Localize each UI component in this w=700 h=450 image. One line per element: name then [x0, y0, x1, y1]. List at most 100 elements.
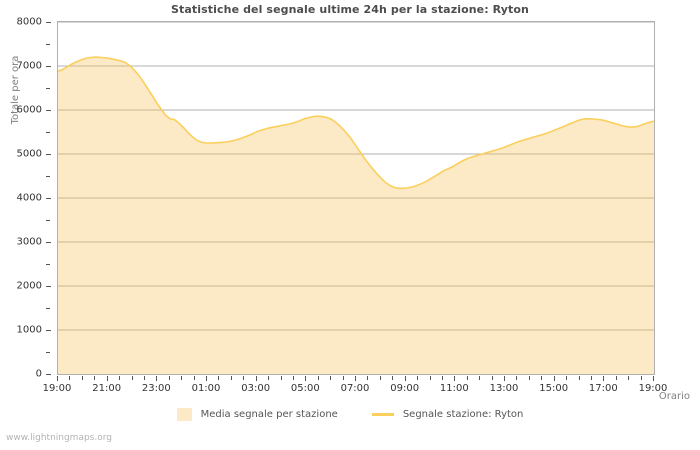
x-tick-label: 11:00: [439, 383, 469, 394]
y-tick-major: [46, 198, 51, 199]
x-tick-label: 21:00: [92, 383, 122, 394]
x-tick-major: [355, 376, 356, 381]
x-tick-minor: [628, 376, 630, 380]
area-swatch-icon: [176, 408, 192, 421]
y-tick-minor: [46, 264, 50, 265]
y-tick-major: [46, 22, 51, 23]
x-tick-label: 23:00: [141, 383, 171, 394]
x-tick-major: [404, 376, 406, 381]
x-tick-minor: [429, 376, 431, 380]
legend-label-area: Media segnale per stazione: [200, 409, 338, 420]
x-tick-major: [454, 376, 456, 381]
x-tick-minor: [292, 376, 294, 380]
x-tick-major: [504, 376, 505, 381]
x-tick-major: [653, 376, 654, 381]
x-tick-minor: [379, 376, 381, 380]
x-tick-label: 17:00: [588, 383, 618, 394]
x-tick-major: [255, 376, 257, 381]
y-tick-minor: [46, 220, 50, 221]
x-tick-minor: [94, 376, 96, 380]
x-tick-minor: [417, 376, 419, 380]
y-tick-major: [46, 330, 51, 331]
y-tick-major: [46, 374, 51, 375]
y-tick-label: 8000: [16, 16, 42, 28]
x-tick-minor: [243, 376, 245, 380]
y-tick-label: 5000: [16, 148, 42, 160]
x-tick-minor: [516, 376, 518, 380]
y-tick-label: 7000: [16, 60, 42, 72]
x-tick-minor: [342, 376, 344, 380]
x-tick-minor: [578, 376, 580, 380]
x-tick-minor: [317, 376, 319, 380]
x-tick-label: 19:00: [638, 383, 668, 394]
x-axis-ticks: 19:00 21:00 23:00 01:00 03:00 05:00 07:00 09:00…: [43, 376, 667, 400]
x-tick-minor: [566, 376, 568, 380]
x-tick-minor: [143, 376, 145, 380]
series-area-chart: [58, 22, 654, 374]
x-tick-minor: [615, 376, 617, 380]
y-tick-minor: [46, 44, 50, 45]
y-tick-minor: [46, 132, 50, 133]
x-tick-label: 03:00: [241, 383, 271, 394]
y-tick-minor: [46, 176, 50, 177]
x-tick-minor: [181, 376, 183, 380]
y-tick-major: [46, 242, 51, 243]
x-tick-minor: [131, 376, 133, 380]
y-axis-ticks: 0 1000 2000 3000 4000 5000 6000 7000 8000: [0, 17, 51, 380]
x-tick-minor: [268, 376, 270, 380]
y-tick-minor: [46, 352, 50, 353]
x-tick-minor: [367, 376, 369, 380]
y-tick-major: [46, 110, 51, 111]
x-tick-minor: [528, 376, 530, 380]
x-axis-title: Orario: [658, 391, 690, 402]
x-tick-minor: [218, 376, 220, 380]
x-tick-major: [553, 376, 555, 381]
y-tick-major: [46, 66, 51, 67]
y-tick-minor: [46, 308, 50, 309]
x-tick-major: [305, 376, 307, 381]
x-tick-minor: [168, 376, 170, 380]
x-tick-label: 05:00: [290, 383, 320, 394]
x-tick-minor: [479, 376, 481, 380]
x-tick-minor: [541, 376, 543, 380]
x-tick-label: 01:00: [191, 383, 221, 394]
x-tick-minor: [466, 376, 468, 380]
x-tick-major: [603, 376, 605, 381]
x-tick-minor: [81, 376, 83, 380]
y-tick-major: [46, 286, 51, 287]
x-tick-label: 09:00: [390, 383, 420, 394]
x-tick-minor: [392, 376, 394, 380]
x-tick-minor: [280, 376, 282, 380]
legend-item-line: Segnale stazione: Ryton: [371, 409, 524, 420]
x-tick-major: [206, 376, 207, 381]
chart-legend: Media segnale per stazione Segnale stazi…: [0, 408, 700, 421]
chart-title: Statistiche del segnale ultime 24h per l…: [171, 3, 529, 16]
y-tick-major: [46, 154, 51, 155]
series-line: [58, 56, 654, 190]
x-tick-minor: [441, 376, 443, 380]
x-tick-minor: [590, 376, 592, 380]
x-tick-major: [156, 376, 158, 381]
legend-label-line: Segnale stazione: Ryton: [402, 409, 524, 420]
y-tick-label: 4000: [16, 192, 42, 204]
watermark: www.lightningmaps.org: [6, 433, 112, 443]
x-tick-label: 13:00: [489, 383, 519, 394]
y-tick-minor: [46, 88, 50, 89]
y-tick-label: 6000: [16, 104, 42, 116]
y-tick-label: 1000: [16, 324, 42, 336]
line-swatch-icon: [371, 413, 394, 416]
x-tick-major: [106, 376, 108, 381]
y-tick-label: 2000: [16, 280, 42, 292]
x-tick-major: [57, 376, 58, 381]
y-tick-label: 0: [35, 368, 42, 380]
y-tick-label: 3000: [16, 236, 42, 248]
x-tick-minor: [119, 376, 121, 380]
legend-item-area: Media segnale per stazione: [176, 408, 338, 421]
area-fill: [58, 57, 654, 374]
x-tick-minor: [640, 376, 642, 380]
x-tick-minor: [491, 376, 493, 380]
x-tick-minor: [330, 376, 332, 380]
x-tick-minor: [69, 376, 71, 380]
x-tick-minor: [230, 376, 232, 380]
